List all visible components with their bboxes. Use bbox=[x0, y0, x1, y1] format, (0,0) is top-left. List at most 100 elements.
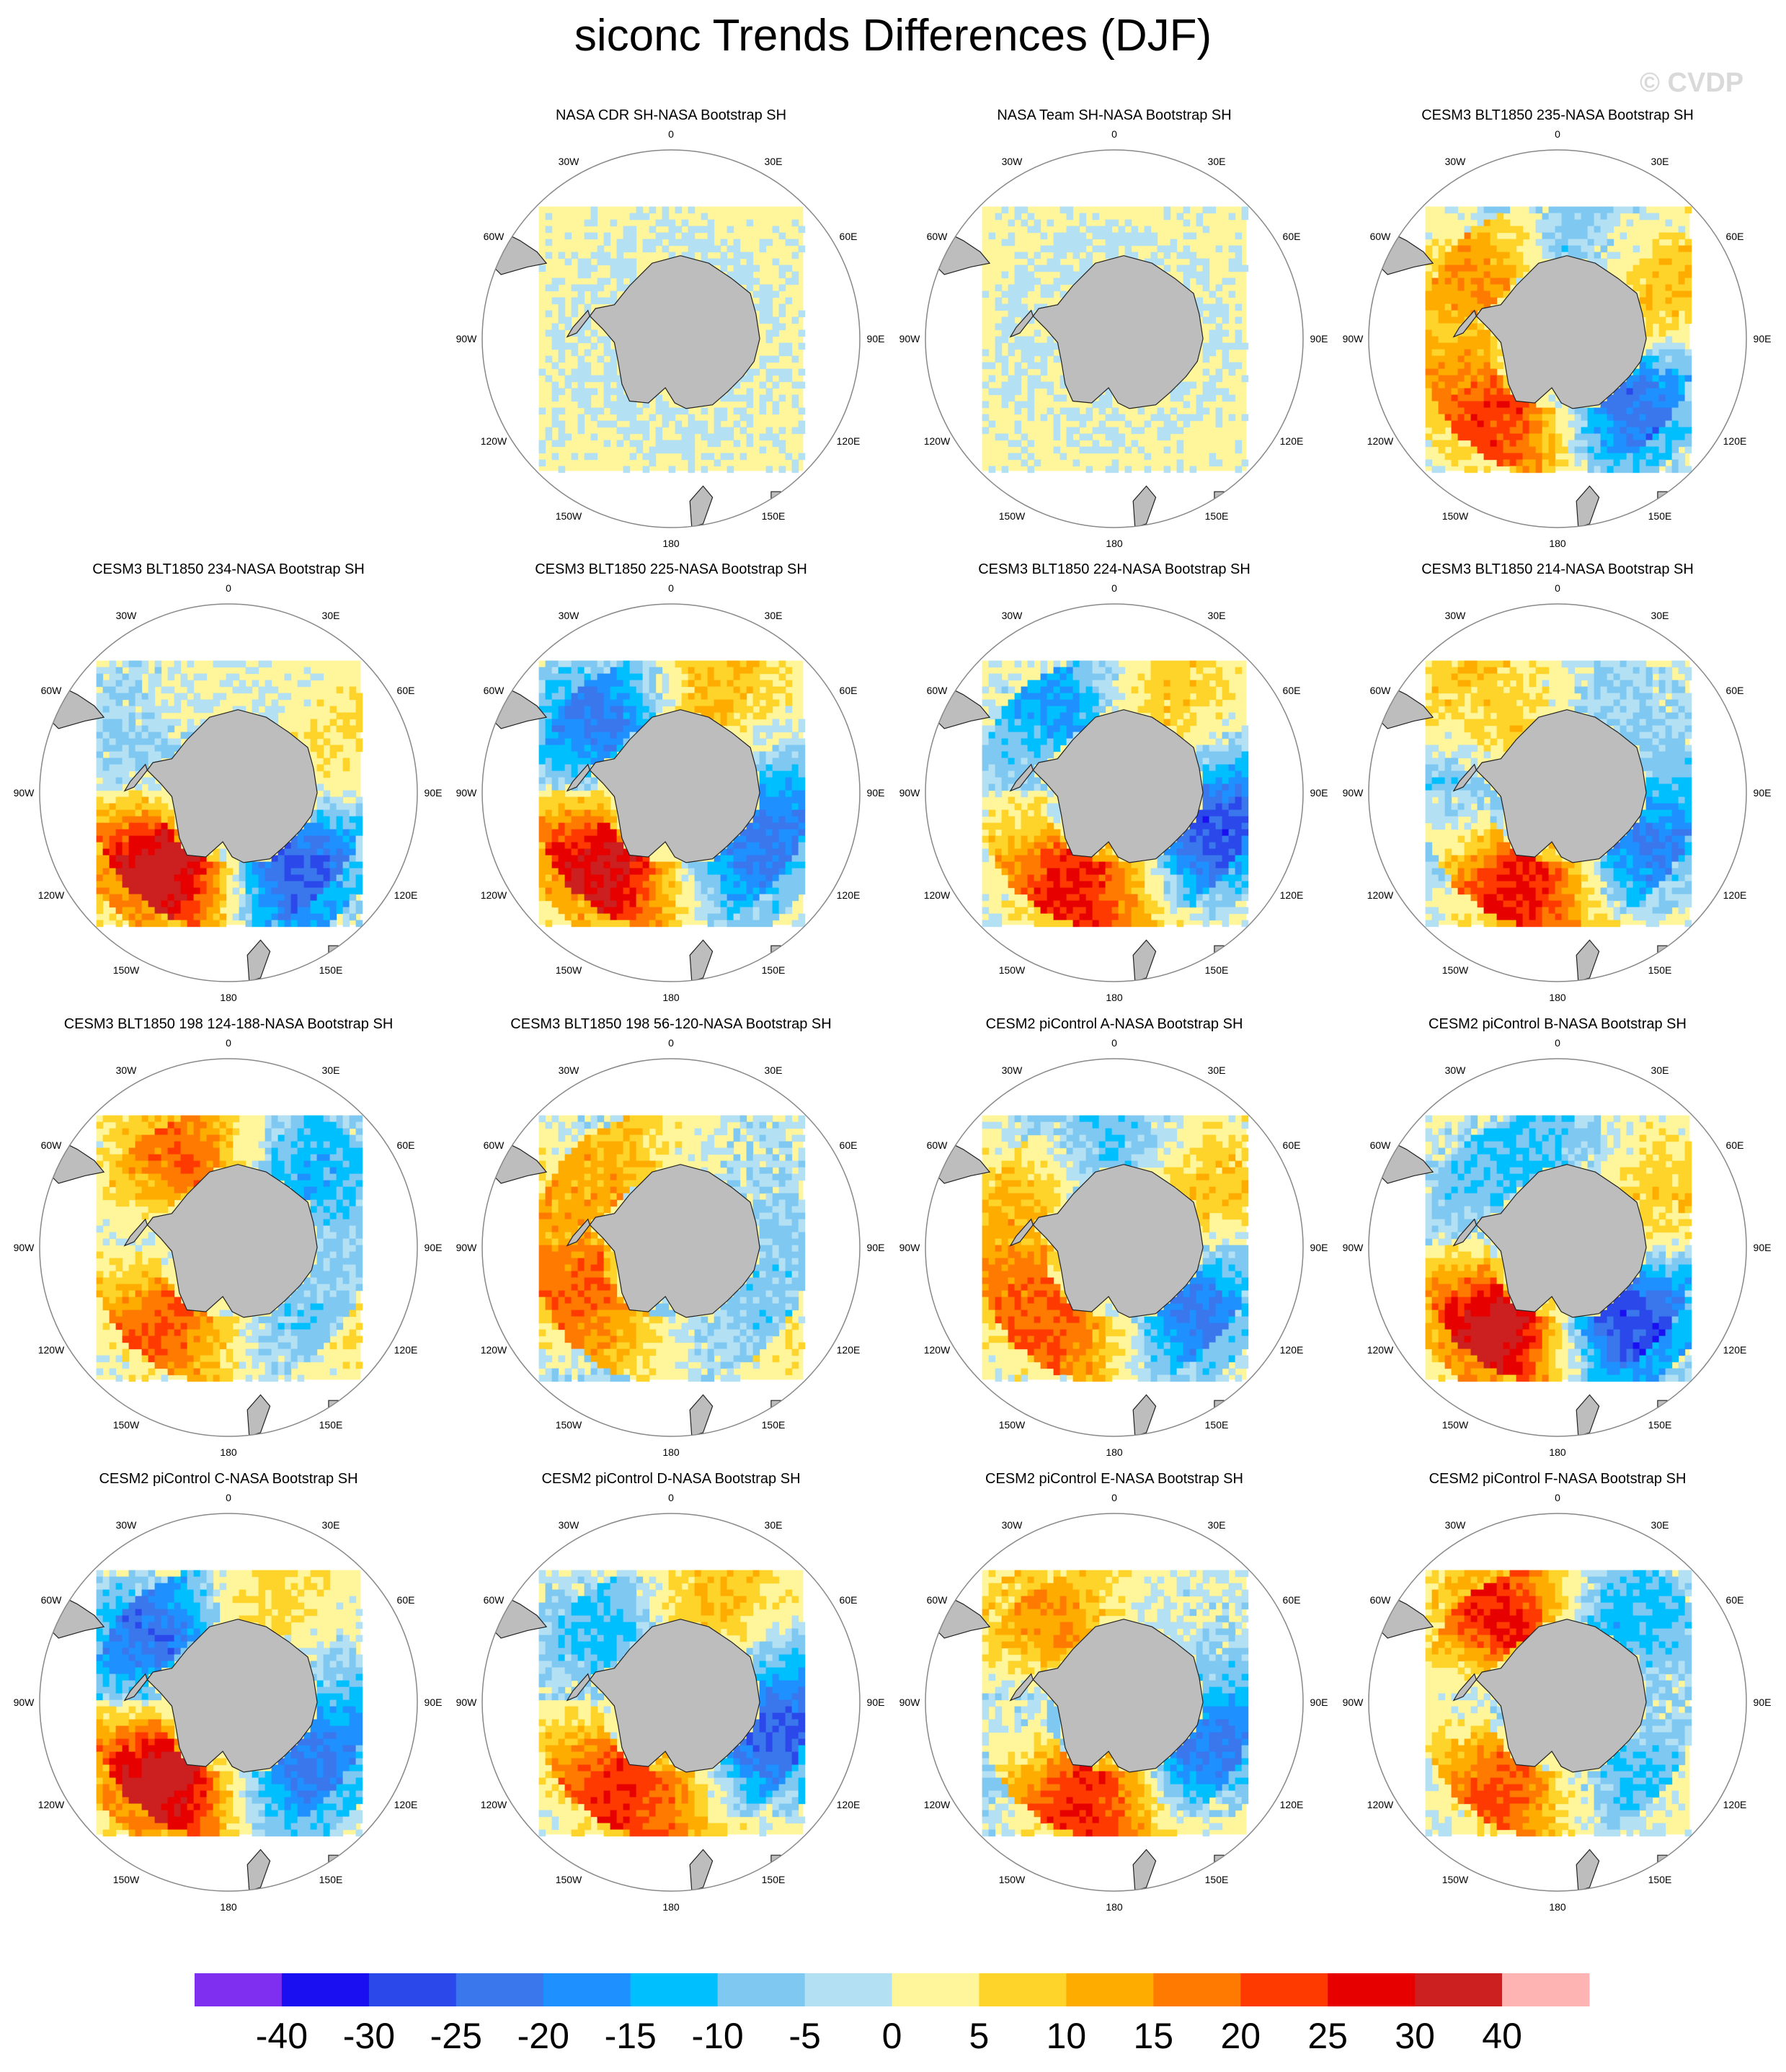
grid-cell bbox=[778, 861, 786, 869]
grid-cell bbox=[1542, 213, 1550, 221]
grid-cell bbox=[616, 427, 624, 435]
grid-cell bbox=[1490, 388, 1498, 396]
grid-cell bbox=[701, 894, 708, 902]
grid-cell bbox=[1001, 368, 1009, 376]
grid-cell bbox=[629, 232, 637, 240]
grid-cell bbox=[759, 446, 767, 454]
grid-cell bbox=[590, 232, 598, 240]
grid-cell bbox=[590, 342, 598, 350]
grid-cell bbox=[675, 239, 683, 246]
grid-cell bbox=[564, 881, 572, 889]
grid-cell bbox=[778, 349, 786, 357]
grid-cell bbox=[284, 920, 292, 928]
grid-cell bbox=[785, 453, 793, 461]
grid-cell bbox=[323, 920, 331, 928]
grid-cell bbox=[1196, 407, 1204, 415]
grid-cell bbox=[1555, 401, 1563, 409]
grid-cell bbox=[1027, 732, 1035, 739]
grid-cell bbox=[1047, 219, 1054, 227]
grid-cell bbox=[1684, 427, 1692, 435]
grid-cell bbox=[791, 822, 799, 830]
grid-cell bbox=[1027, 660, 1035, 668]
grid-cell bbox=[629, 732, 637, 739]
grid-cell bbox=[701, 245, 708, 253]
grid-cell bbox=[746, 368, 754, 376]
grid-cell bbox=[1092, 907, 1100, 915]
grid-cell bbox=[733, 680, 741, 688]
grid-cell bbox=[597, 855, 605, 863]
grid-cell bbox=[1001, 394, 1009, 402]
grid-cell bbox=[1176, 881, 1184, 889]
grid-cell bbox=[1568, 219, 1576, 227]
grid-cell bbox=[1215, 459, 1223, 467]
grid-cell bbox=[1645, 349, 1653, 357]
grid-cell bbox=[1457, 342, 1465, 350]
grid-cell bbox=[290, 868, 298, 876]
grid-cell bbox=[1202, 744, 1210, 752]
grid-cell bbox=[1678, 433, 1686, 441]
grid-cell bbox=[1176, 874, 1184, 882]
grid-cell bbox=[148, 783, 156, 791]
grid-cell bbox=[785, 829, 793, 837]
grid-cell bbox=[610, 809, 618, 817]
grid-cell bbox=[778, 744, 786, 752]
grid-cell bbox=[642, 401, 650, 409]
grid-cell bbox=[167, 881, 175, 889]
grid-cell bbox=[590, 751, 598, 759]
grid-cell bbox=[148, 861, 156, 869]
grid-cell bbox=[1483, 329, 1491, 337]
grid-cell bbox=[316, 894, 324, 902]
grid-cell bbox=[1652, 316, 1660, 324]
grid-cell bbox=[154, 816, 162, 824]
grid-cell bbox=[733, 686, 741, 694]
grid-cell bbox=[649, 913, 657, 921]
grid-cell bbox=[538, 894, 546, 902]
grid-cell bbox=[1522, 459, 1530, 467]
grid-cell bbox=[1684, 277, 1692, 285]
grid-cell bbox=[1581, 206, 1589, 214]
grid-cell bbox=[1600, 206, 1608, 214]
grid-cell bbox=[1425, 420, 1433, 428]
grid-cell bbox=[336, 907, 344, 915]
grid-cell bbox=[584, 835, 592, 843]
grid-cell bbox=[342, 900, 350, 908]
grid-cell bbox=[1202, 900, 1210, 908]
grid-cell bbox=[1183, 219, 1191, 227]
grid-cell bbox=[1183, 855, 1191, 863]
grid-cell bbox=[1183, 842, 1191, 850]
grid-cell bbox=[1529, 466, 1537, 473]
grid-cell bbox=[1021, 706, 1028, 713]
grid-cell bbox=[135, 848, 143, 856]
grid-cell bbox=[571, 368, 579, 376]
grid-cell bbox=[1678, 226, 1686, 234]
grid-cell bbox=[1014, 757, 1022, 765]
grid-cell bbox=[1542, 226, 1550, 234]
grid-cell bbox=[141, 667, 149, 675]
grid-cell bbox=[681, 427, 689, 435]
grid-cell bbox=[1098, 920, 1106, 928]
grid-cell bbox=[636, 725, 644, 733]
grid-cell bbox=[590, 706, 598, 713]
grid-cell bbox=[545, 848, 553, 856]
grid-cell bbox=[759, 738, 767, 746]
grid-cell bbox=[187, 881, 195, 889]
grid-cell bbox=[714, 258, 721, 266]
grid-cell bbox=[1632, 453, 1640, 461]
grid-cell bbox=[694, 907, 702, 915]
grid-cell bbox=[1632, 206, 1640, 214]
grid-cell bbox=[1490, 213, 1498, 221]
grid-cell bbox=[323, 816, 331, 824]
grid-cell bbox=[551, 809, 559, 817]
grid-cell bbox=[791, 920, 799, 928]
grid-cell bbox=[538, 796, 546, 804]
grid-cell bbox=[277, 907, 285, 915]
grid-cell bbox=[642, 693, 650, 701]
grid-cell bbox=[772, 355, 780, 363]
grid-cell bbox=[1027, 271, 1035, 279]
grid-cell bbox=[1118, 913, 1126, 921]
grid-cell bbox=[791, 381, 799, 389]
grid-cell bbox=[1105, 401, 1113, 409]
grid-cell bbox=[1542, 459, 1550, 467]
grid-cell bbox=[681, 440, 689, 448]
grid-cell bbox=[1189, 414, 1197, 422]
